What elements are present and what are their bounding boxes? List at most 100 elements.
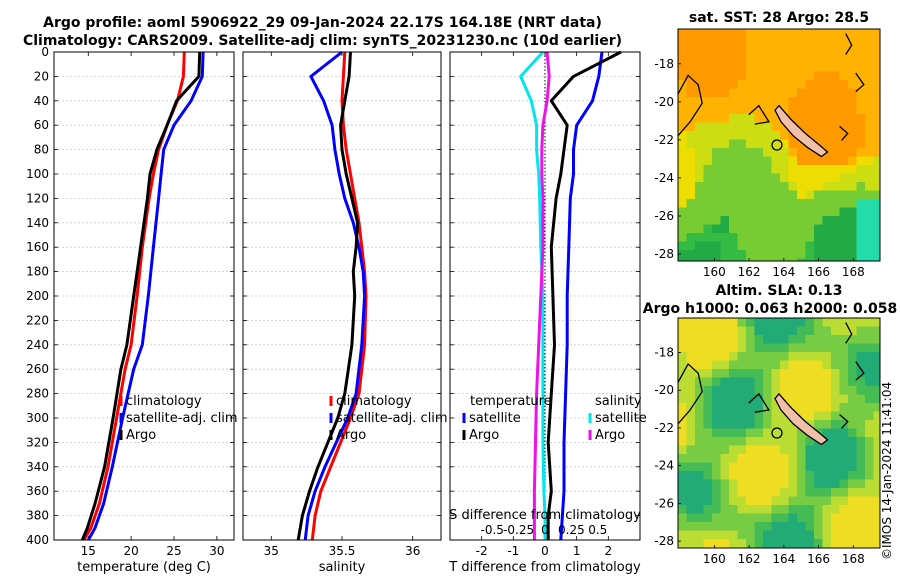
sla-map-cell	[703, 479, 713, 489]
sla-map-cell	[780, 335, 789, 344]
sla-map-cell	[712, 403, 721, 412]
sst-map-cell	[873, 63, 880, 72]
sla-map-cell	[746, 420, 755, 429]
sst-map-cell	[763, 80, 772, 89]
sla-map-cell	[805, 437, 815, 446]
sst-map-cell	[737, 37, 747, 47]
sla-map-cell	[831, 547, 840, 548]
sla-map-cell	[797, 403, 806, 412]
sst-map-cell	[814, 233, 823, 242]
ytick-label: 140	[26, 216, 49, 230]
sla-map-cell	[865, 505, 874, 514]
sst-map-cell	[771, 63, 781, 72]
sst-map-cell	[865, 148, 874, 157]
sst-map-cell	[873, 250, 880, 259]
sst-map-cell	[856, 190, 866, 200]
sst-map-cell	[695, 224, 704, 234]
sla-map-cell	[822, 462, 832, 472]
ytick-label: 0	[41, 45, 49, 59]
sla-map-cell	[797, 377, 806, 387]
sla-map-cell	[686, 318, 696, 327]
sla-map-cell	[839, 479, 849, 489]
sla-map-cell	[720, 428, 730, 438]
sst-map-cell	[686, 156, 696, 166]
sst-map-cell	[678, 258, 687, 261]
sla-map-cell	[865, 471, 874, 480]
sst-map-cell	[686, 199, 696, 208]
sst-map-cell	[831, 63, 840, 72]
sst-map-cell	[746, 233, 755, 242]
sla-map-cell	[873, 360, 880, 370]
sst-map-cell	[729, 165, 738, 174]
sst-map-cell	[712, 122, 721, 132]
sla-map-cell	[814, 505, 823, 514]
sst-map-cell	[797, 29, 806, 38]
sla-map-cell	[686, 488, 696, 497]
sla-map-cell	[865, 326, 874, 336]
sst-map-cell	[822, 190, 832, 200]
sla-map-cell	[720, 437, 730, 446]
sla-map-cell	[797, 360, 806, 370]
sla-map-cell	[848, 403, 857, 412]
sla-map-cell	[839, 522, 849, 531]
sst-map-cell	[831, 114, 840, 123]
sla-map-cell	[805, 471, 815, 480]
sla-map-cell	[831, 462, 840, 472]
sst-map-cell	[805, 165, 815, 174]
sla-map-cell	[780, 360, 789, 370]
sla-map-cell	[754, 377, 764, 387]
sla-map-cell	[797, 522, 806, 531]
sst-map-cell	[737, 105, 747, 115]
sla-map-cell	[754, 488, 764, 497]
sst-map-cell	[797, 88, 806, 98]
sla-map-cell	[788, 326, 798, 336]
sst-map-cell	[678, 241, 687, 251]
sla-map-cell	[729, 496, 738, 506]
sst-map-cell	[720, 241, 730, 251]
sla-map-cell	[678, 513, 687, 523]
sla-map-cell	[720, 352, 730, 361]
sla-map-cell	[865, 454, 874, 463]
sla-map-cell	[831, 343, 840, 353]
sst-map-cell	[805, 37, 815, 47]
sla-map-cell	[848, 369, 857, 378]
sla-map-cell	[848, 343, 857, 353]
sst-map-cell	[814, 88, 823, 98]
sla-map-cell	[712, 437, 721, 446]
sla-map-cell	[729, 471, 738, 480]
sla-map-cell	[805, 318, 815, 327]
sla-map-cell	[686, 360, 696, 370]
sst-map-cell	[788, 224, 798, 234]
sst-map-cell	[822, 71, 832, 81]
sla-map-cell	[695, 522, 704, 531]
sst-map-cell	[831, 190, 840, 200]
sla-map-cell	[746, 352, 755, 361]
sla-map-cell	[797, 326, 806, 336]
sla-map-cell	[788, 471, 798, 480]
sst-map-cell	[822, 182, 832, 191]
sla-map-cell	[822, 420, 832, 429]
sst-map-cell	[746, 88, 755, 98]
sst-map-cell	[873, 258, 880, 261]
sst-map-cell	[788, 80, 798, 89]
sla-map-cell	[678, 505, 687, 514]
sst-map-cell	[686, 173, 696, 183]
sst-map-cell	[814, 105, 823, 115]
sla-map-cell	[763, 462, 772, 472]
sla-map-cell	[695, 403, 704, 412]
sla-map-cell	[763, 369, 772, 378]
sst-map-cell	[839, 224, 849, 234]
sst-map-cell	[865, 224, 874, 234]
sla-map-cell	[839, 386, 849, 395]
sst-map: -18 -20 -22 -24 -26 -28 160 162 164 166 168	[654, 28, 881, 279]
sla-map-cell	[780, 369, 789, 378]
sst-map-cell	[678, 165, 687, 174]
sst-map-cell	[797, 148, 806, 157]
sla-map-cell	[839, 513, 849, 523]
sst-map-cell	[771, 258, 781, 261]
sst-map-cell	[712, 190, 721, 200]
sla-map-cell	[831, 394, 840, 404]
sla-map-cell	[780, 437, 789, 446]
sst-map-cell	[822, 233, 832, 242]
sla-map-cell	[848, 437, 857, 446]
